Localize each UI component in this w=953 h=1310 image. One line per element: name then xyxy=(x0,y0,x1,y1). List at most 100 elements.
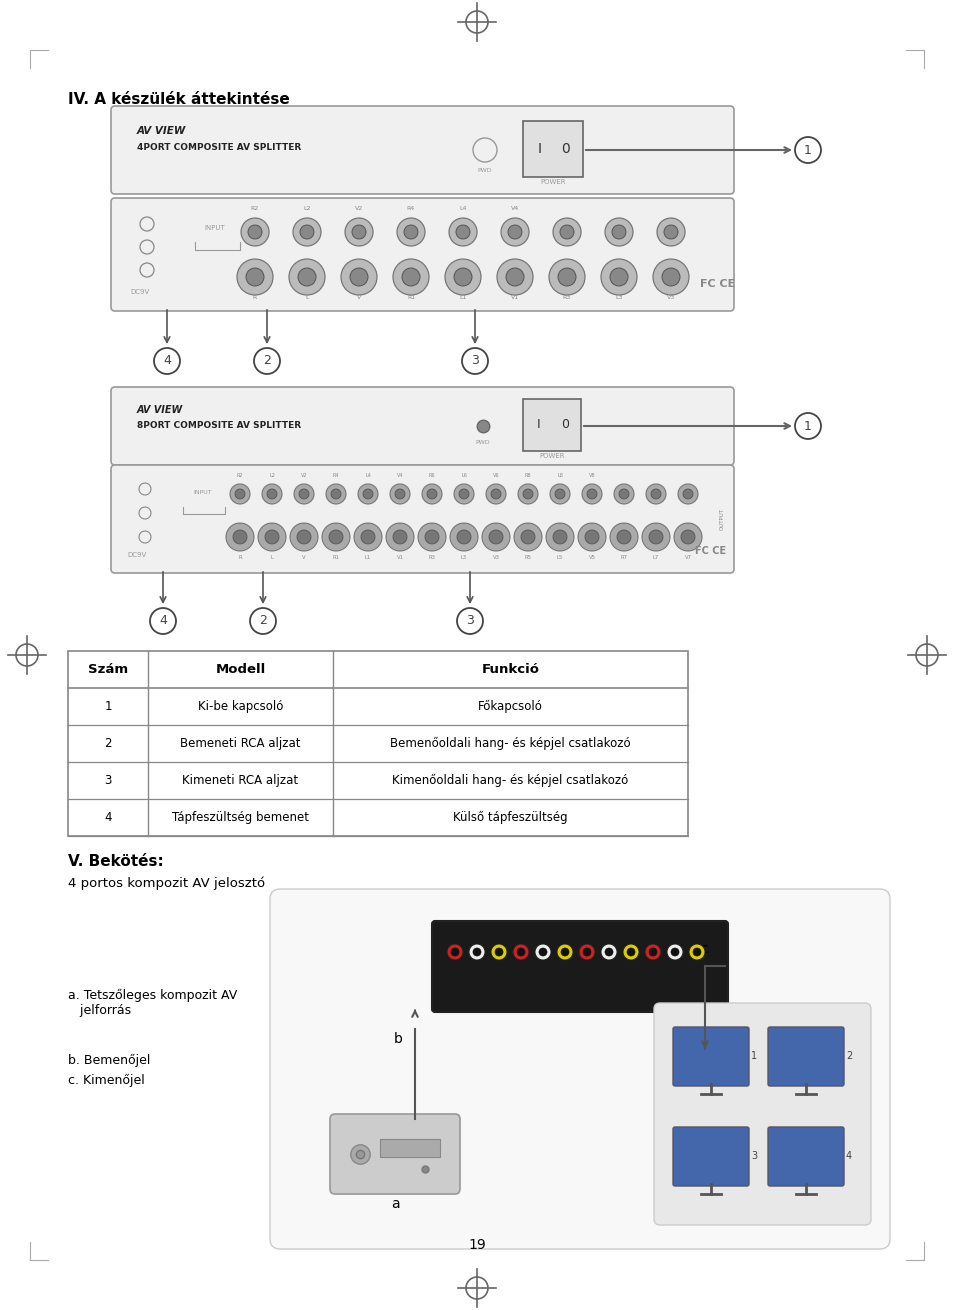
Text: V6: V6 xyxy=(493,473,498,478)
Circle shape xyxy=(505,269,523,286)
Text: c: c xyxy=(700,942,707,956)
Text: 19: 19 xyxy=(468,1238,485,1252)
Circle shape xyxy=(350,269,368,286)
Circle shape xyxy=(645,483,665,504)
Text: Modell: Modell xyxy=(215,663,265,676)
Text: R7: R7 xyxy=(619,555,627,559)
Circle shape xyxy=(538,948,546,956)
FancyBboxPatch shape xyxy=(330,1114,459,1193)
Circle shape xyxy=(257,523,286,552)
Circle shape xyxy=(456,531,471,544)
Circle shape xyxy=(614,483,634,504)
Text: 4 portos kompozit AV jelosztó: 4 portos kompozit AV jelosztó xyxy=(68,876,265,889)
Circle shape xyxy=(489,531,502,544)
Circle shape xyxy=(522,489,533,499)
Text: OUTPUT: OUTPUT xyxy=(719,508,723,531)
Circle shape xyxy=(609,269,627,286)
Text: V: V xyxy=(302,555,306,559)
Circle shape xyxy=(600,259,637,295)
Circle shape xyxy=(557,945,573,960)
Text: L4: L4 xyxy=(365,473,371,478)
Text: 1: 1 xyxy=(104,700,112,713)
Text: 0: 0 xyxy=(561,141,570,156)
Circle shape xyxy=(299,225,314,238)
Text: Főkapcsoló: Főkapcsoló xyxy=(477,700,542,713)
FancyBboxPatch shape xyxy=(672,1027,748,1086)
Circle shape xyxy=(340,259,376,295)
Text: R6: R6 xyxy=(428,473,435,478)
Circle shape xyxy=(267,489,276,499)
Circle shape xyxy=(294,483,314,504)
Circle shape xyxy=(393,531,407,544)
Circle shape xyxy=(678,483,698,504)
Text: V2: V2 xyxy=(355,206,363,211)
Text: AV VIEW: AV VIEW xyxy=(137,405,183,415)
Circle shape xyxy=(548,259,584,295)
Text: PWD: PWD xyxy=(477,168,492,173)
Circle shape xyxy=(444,259,480,295)
Circle shape xyxy=(688,945,704,960)
Circle shape xyxy=(612,225,625,238)
Circle shape xyxy=(289,259,325,295)
Circle shape xyxy=(555,489,564,499)
Text: L5: L5 xyxy=(557,555,562,559)
Circle shape xyxy=(454,269,472,286)
Circle shape xyxy=(553,531,566,544)
FancyBboxPatch shape xyxy=(111,106,733,194)
Text: L4: L4 xyxy=(458,206,466,211)
Text: V4: V4 xyxy=(511,206,518,211)
Circle shape xyxy=(296,531,311,544)
Circle shape xyxy=(560,948,568,956)
Circle shape xyxy=(514,523,541,552)
Circle shape xyxy=(673,523,701,552)
Circle shape xyxy=(500,217,529,246)
Circle shape xyxy=(390,483,410,504)
Text: 2: 2 xyxy=(263,355,271,368)
Text: V5: V5 xyxy=(588,555,595,559)
Circle shape xyxy=(648,948,657,956)
Text: a: a xyxy=(391,1197,399,1210)
Text: L2: L2 xyxy=(269,473,274,478)
Circle shape xyxy=(417,523,446,552)
Text: V3: V3 xyxy=(666,295,675,300)
Text: R3: R3 xyxy=(428,555,435,559)
Circle shape xyxy=(663,225,678,238)
Text: 4PORT COMPOSITE AV SPLITTER: 4PORT COMPOSITE AV SPLITTER xyxy=(137,143,301,152)
Circle shape xyxy=(458,489,469,499)
Circle shape xyxy=(581,483,601,504)
Text: Kimeneti RCA aljzat: Kimeneti RCA aljzat xyxy=(182,774,298,787)
Circle shape xyxy=(230,483,250,504)
Text: V4: V4 xyxy=(396,473,403,478)
Text: R4: R4 xyxy=(406,206,415,211)
Circle shape xyxy=(473,948,480,956)
Text: b: b xyxy=(394,1032,402,1045)
Circle shape xyxy=(456,225,470,238)
Text: Bemenőoldali hang- és képjel csatlakozó: Bemenőoldali hang- és képjel csatlakozó xyxy=(390,738,630,751)
Circle shape xyxy=(421,483,441,504)
Text: R8: R8 xyxy=(524,473,531,478)
Text: L: L xyxy=(305,295,309,300)
Circle shape xyxy=(513,945,529,960)
FancyBboxPatch shape xyxy=(672,1127,748,1186)
Text: L1: L1 xyxy=(458,295,466,300)
Circle shape xyxy=(403,225,417,238)
Circle shape xyxy=(298,489,309,499)
Circle shape xyxy=(262,483,282,504)
Text: 2: 2 xyxy=(104,738,112,751)
Circle shape xyxy=(293,217,320,246)
Text: 3: 3 xyxy=(750,1151,757,1161)
Text: 3: 3 xyxy=(104,774,112,787)
Text: Bemeneti RCA aljzat: Bemeneti RCA aljzat xyxy=(180,738,300,751)
Circle shape xyxy=(617,531,630,544)
Circle shape xyxy=(485,483,505,504)
Text: FC CE: FC CE xyxy=(700,279,735,290)
Text: L8: L8 xyxy=(557,473,562,478)
Circle shape xyxy=(360,531,375,544)
Circle shape xyxy=(491,945,506,960)
Text: DC9V: DC9V xyxy=(130,290,149,295)
Circle shape xyxy=(626,948,635,956)
Text: L7: L7 xyxy=(652,555,659,559)
Text: 4: 4 xyxy=(163,355,171,368)
Circle shape xyxy=(396,217,424,246)
Circle shape xyxy=(578,523,605,552)
